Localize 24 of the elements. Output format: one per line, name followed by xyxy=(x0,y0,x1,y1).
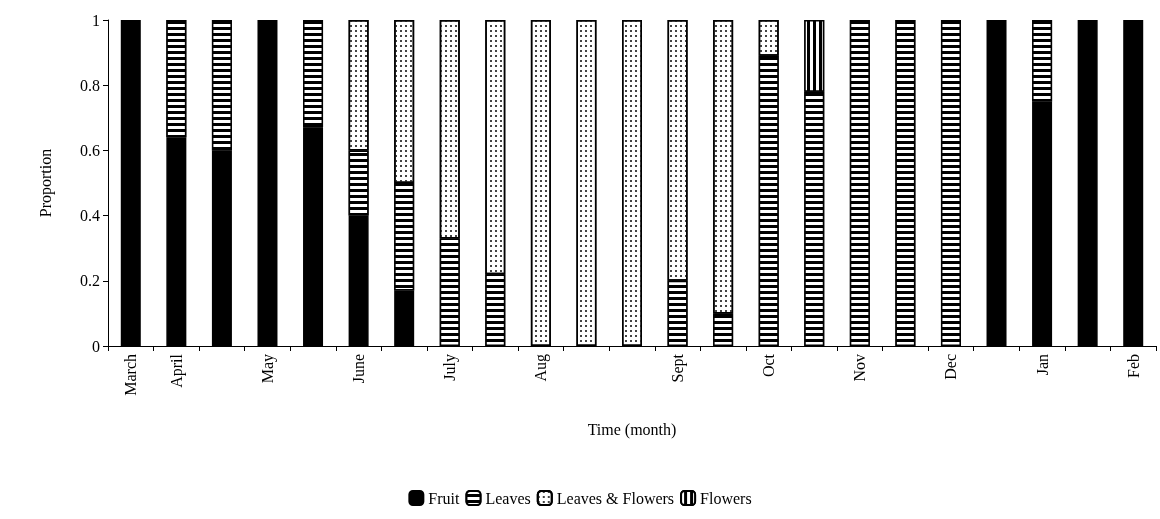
x-tick-label: Dec xyxy=(942,354,960,380)
x-tick-label: Feb xyxy=(1124,354,1142,378)
x-tick-label: Oct xyxy=(760,353,778,378)
y-tick-label: 0 xyxy=(92,337,100,355)
legend-label: Flowers xyxy=(700,489,752,507)
y-tick-label: 0.4 xyxy=(80,207,100,225)
legend-label: Leaves & Flowers xyxy=(556,489,675,507)
x-tick-label: March xyxy=(122,354,140,396)
x-axis-title: Time (month) xyxy=(587,420,677,439)
x-tick-label: June xyxy=(350,354,368,384)
x-tick-label: April xyxy=(167,353,186,388)
x-tick-label: Nov xyxy=(851,354,869,382)
x-tick-label: July xyxy=(441,354,460,381)
y-tick-label: 0.6 xyxy=(80,141,100,159)
legend-label: Leaves xyxy=(485,489,531,507)
y-tick-label: 0.8 xyxy=(80,76,100,94)
x-tick-label: Jan xyxy=(1033,354,1051,376)
y-tick-label: 0.2 xyxy=(80,272,100,290)
legend-label: Fruit xyxy=(428,489,461,507)
x-tick-label: Sept xyxy=(669,353,688,383)
y-axis-title: Proportion xyxy=(36,148,55,218)
x-tick-label: May xyxy=(258,354,277,384)
y-tick-label: 1 xyxy=(92,11,100,29)
x-tick-label: Aug xyxy=(532,354,551,382)
